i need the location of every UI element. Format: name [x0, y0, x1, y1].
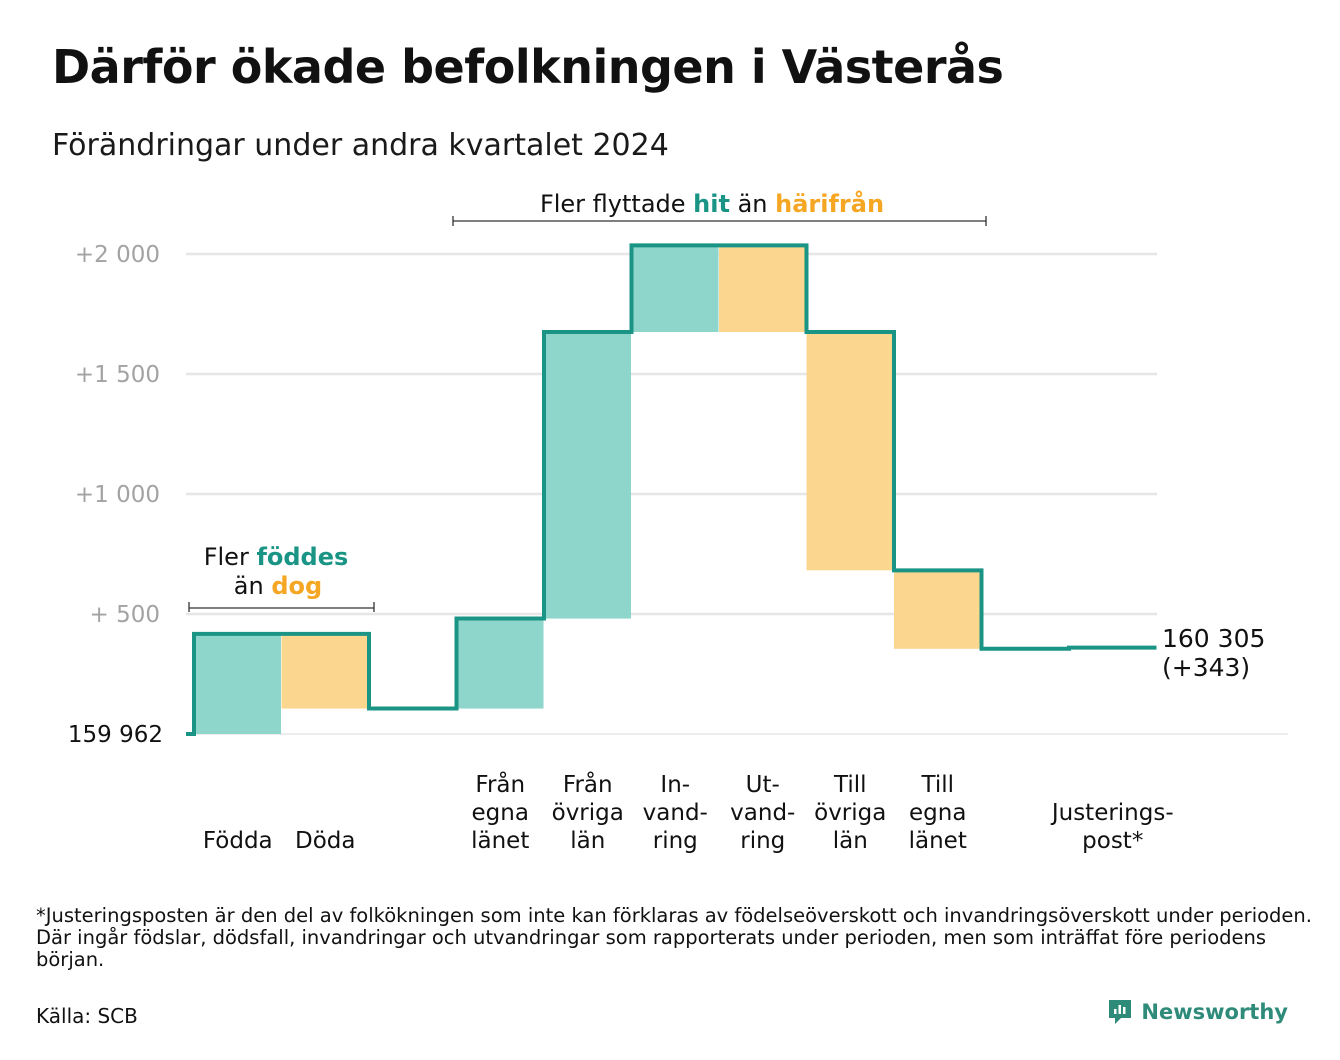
migration-annotation: Fler flyttade hit än härifrån — [452, 189, 987, 226]
waterfall-chart: + 500 +1 000 +1 500 +2 000 159 962 Födda Döda… — [68, 189, 1288, 854]
bar-födda — [194, 633, 281, 734]
y-axis: + 500 +1 000 +1 500 +2 000 159 962 — [68, 242, 163, 748]
births-annotation: Fler föddes än dog — [188, 543, 375, 612]
births-annotation-line2: än dog — [234, 572, 322, 600]
cumulative-line — [186, 243, 1157, 736]
x-tick-label: Ut- — [746, 772, 780, 798]
births-bracket — [188, 602, 375, 612]
source-label: Källa: SCB — [36, 1004, 138, 1028]
x-tick-label: vand- — [643, 800, 708, 826]
x-tick-label: Från — [563, 770, 613, 798]
x-tick-label: egna — [472, 800, 529, 826]
x-tick-label: län — [570, 828, 605, 854]
bar-frånövrigalän — [544, 332, 631, 619]
x-tick-label: länet — [909, 828, 967, 854]
x-tick-label: övriga — [814, 800, 886, 826]
bar-utvandring — [719, 245, 806, 332]
end-change-label: (+343) — [1162, 653, 1250, 682]
x-tick-label: Döda — [295, 828, 355, 854]
x-axis-labels: Födda DödaFrånegnalänetFrånövrigalänIn-va… — [203, 770, 1174, 854]
x-tick-label: länet — [471, 828, 529, 854]
x-tick-label: övriga — [552, 800, 624, 826]
newsworthy-logo-icon — [1109, 1000, 1132, 1024]
bars — [194, 245, 1156, 734]
chart-title: Därför ökade befolkningen i Västerås — [52, 40, 1004, 94]
y-tick-label: + 500 — [90, 602, 160, 628]
bar-tillövrigalän — [806, 332, 894, 571]
x-tick-label: ring — [740, 828, 785, 854]
x-tick-label: län — [833, 828, 868, 854]
x-tick-label: Födda — [203, 828, 273, 854]
x-tick-label: egna — [909, 800, 966, 826]
x-tick-label: Från — [475, 770, 525, 798]
x-tick-label: vand- — [730, 800, 795, 826]
end-value-label: 160 305 — [1162, 624, 1265, 653]
start-value-label: 159 962 — [68, 722, 163, 748]
births-annotation-line1: Fler föddes — [204, 543, 349, 571]
x-tick-label: post* — [1082, 828, 1143, 854]
bar-döda — [281, 633, 369, 709]
bar-frånegnalänet — [456, 618, 544, 709]
brand-logo: Newsworthy — [1107, 998, 1288, 1026]
x-tick-label: Till — [920, 772, 954, 798]
footnote: *Justeringsposten är den del av folkökni… — [36, 904, 1312, 971]
x-tick-label: ring — [653, 828, 698, 854]
x-tick-label: Justerings- — [1050, 800, 1174, 826]
y-tick-label: +1 500 — [75, 362, 160, 388]
cumulative-step-line — [186, 243, 1157, 736]
y-tick-label: +1 000 — [75, 482, 160, 508]
migration-bracket — [452, 216, 987, 226]
bar-tillegnalänet — [894, 570, 981, 649]
y-tick-label: +2 000 — [75, 242, 160, 268]
migration-annotation-text: Fler flyttade hit än härifrån — [540, 189, 884, 218]
brand-name: Newsworthy — [1141, 1000, 1288, 1024]
x-tick-label: Till — [833, 772, 867, 798]
x-tick-label: In- — [660, 772, 690, 798]
chart-subtitle: Förändringar under andra kvartalet 2024 — [52, 128, 669, 163]
bar-invandring — [631, 245, 719, 332]
